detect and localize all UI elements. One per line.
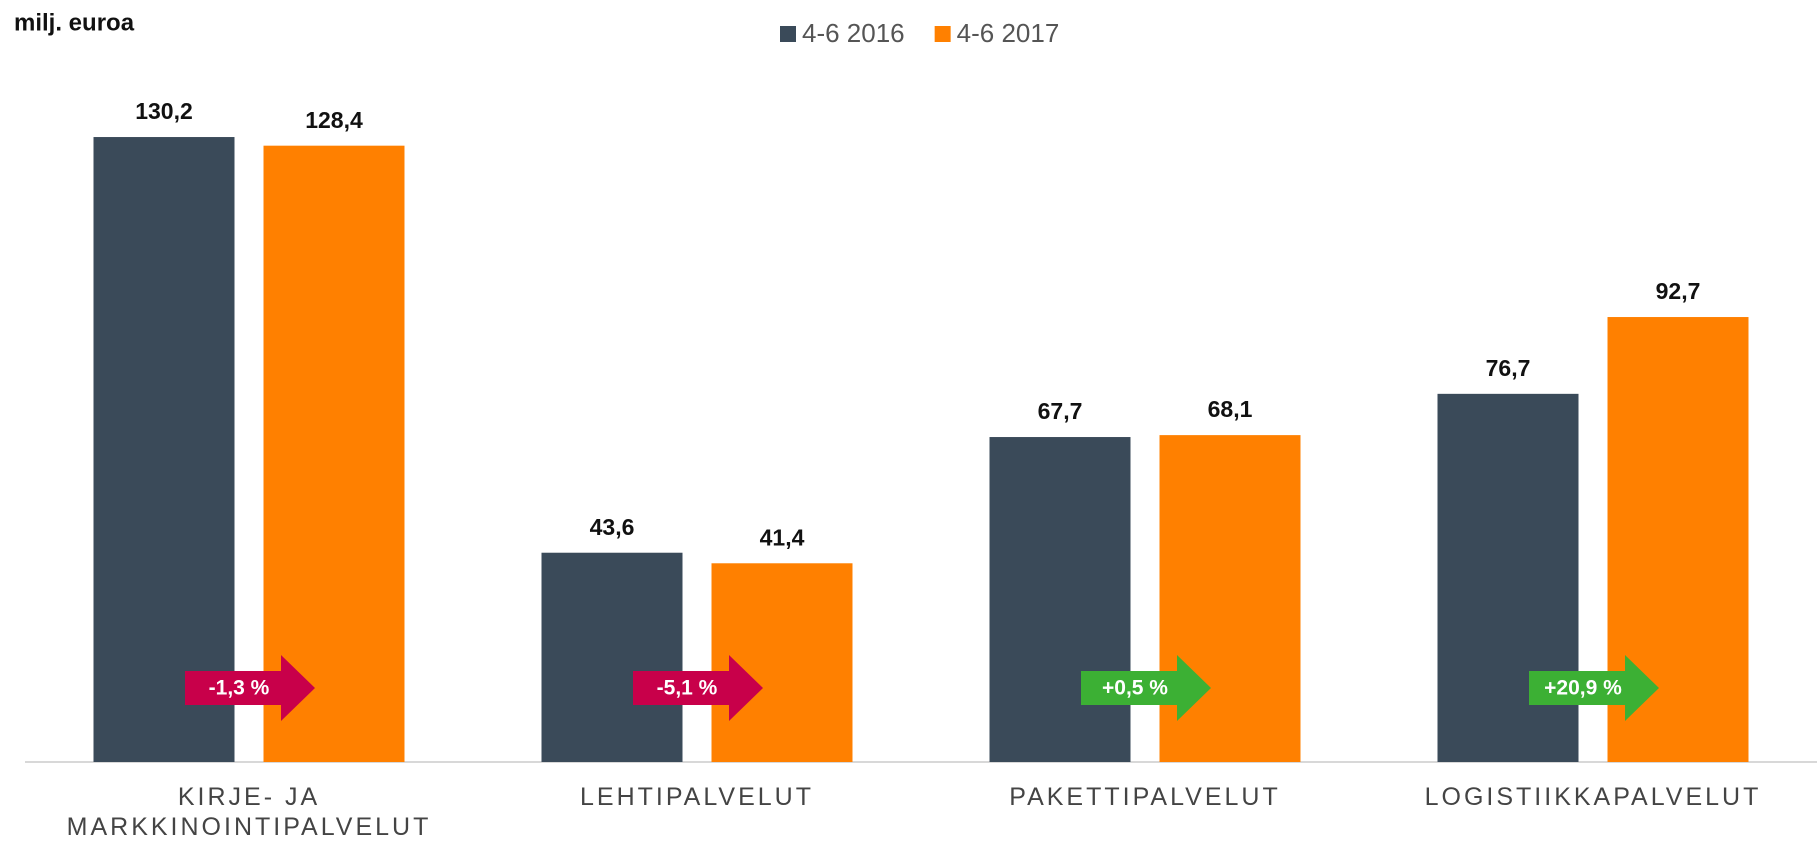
x-tick-label: LOGISTIIKKAPALVELUT: [1424, 783, 1762, 811]
change-arrow: [185, 655, 315, 721]
value-label: 43,6: [590, 514, 635, 540]
value-label: 76,7: [1486, 355, 1531, 381]
legend-swatch: [780, 26, 796, 42]
value-label: 128,4: [305, 107, 363, 133]
change-arrow: [1081, 655, 1211, 721]
x-tick-label: KIRJE- JA MARKKINOINTIPALVELUT: [66, 783, 432, 841]
value-label: 92,7: [1656, 278, 1701, 304]
change-arrow: [1529, 655, 1659, 721]
value-label: 41,4: [760, 524, 805, 550]
x-tick-label: LEHTIPALVELUT: [580, 783, 814, 811]
change-label: -1,3 %: [209, 677, 270, 700]
change-label: +0,5 %: [1102, 677, 1168, 700]
legend-swatch: [934, 26, 951, 42]
bar: [541, 552, 683, 762]
value-label: 68,1: [1208, 396, 1253, 422]
x-tick-label: PAKETTIPALVELUT: [1009, 783, 1281, 811]
bar: [93, 137, 235, 763]
change-arrow: [633, 655, 763, 721]
value-label: 130,2: [135, 98, 193, 124]
bar: [263, 145, 405, 762]
legend-label: 4-6 2017: [957, 18, 1060, 48]
bar: [989, 437, 1131, 762]
change-label: -5,1 %: [657, 677, 718, 700]
change-label: +20,9 %: [1544, 677, 1622, 700]
value-label: 67,7: [1038, 398, 1083, 424]
bar: [1437, 393, 1579, 762]
chart-title: milj. euroa: [14, 9, 135, 36]
legend-label: 4-6 2016: [802, 18, 905, 48]
